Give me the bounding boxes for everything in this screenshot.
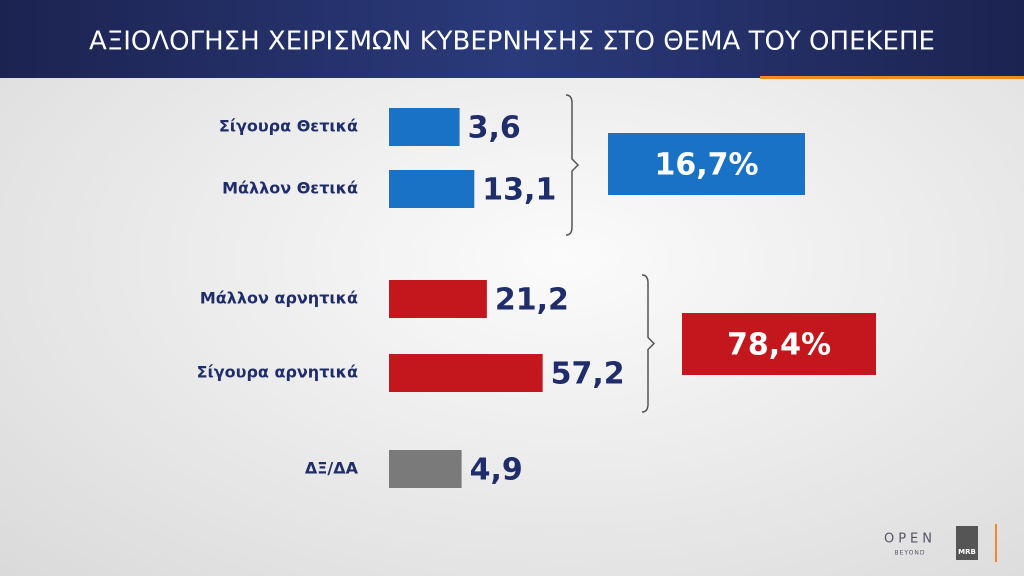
bar <box>389 170 475 208</box>
bracket <box>565 94 580 236</box>
category-label: ΔΞ/ΔΑ <box>305 459 359 478</box>
logo-accent <box>995 524 997 562</box>
logo-pollster: MRB <box>958 548 976 556</box>
value-label: 13,1 <box>482 173 556 208</box>
logo-box <box>956 526 978 560</box>
group-total-label: 16,7% <box>654 148 758 183</box>
accent-line <box>760 76 1024 79</box>
bar <box>389 280 487 318</box>
bar <box>389 354 543 392</box>
value-label: 4,9 <box>470 453 523 488</box>
chart-title: ΑΞΙΟΛΟΓΗΣΗ ΧΕΙΡΙΣΜΩΝ ΚΥΒΕΡΝΗΣΗΣ ΣΤΟ ΘΕΜΑ… <box>89 27 935 57</box>
value-label: 57,2 <box>551 357 625 392</box>
category-label: Μάλλον αρνητικά <box>200 289 358 308</box>
value-label: 3,6 <box>468 111 521 146</box>
logo-brand: OPEN <box>884 532 936 547</box>
group-total-label: 78,4% <box>727 328 831 363</box>
value-label: 21,2 <box>495 283 569 318</box>
group-total-box <box>608 133 805 195</box>
logo-tagline: BEYOND <box>894 550 925 557</box>
group-total-box <box>682 313 876 375</box>
title-bar <box>0 0 1024 78</box>
category-label: Σίγουρα Θετικά <box>219 117 358 136</box>
bar <box>389 450 462 488</box>
category-label: Μάλλον Θετικά <box>222 179 358 198</box>
category-label: Σίγουρα αρνητικά <box>197 363 358 382</box>
bar <box>389 108 460 146</box>
bracket <box>641 274 656 413</box>
